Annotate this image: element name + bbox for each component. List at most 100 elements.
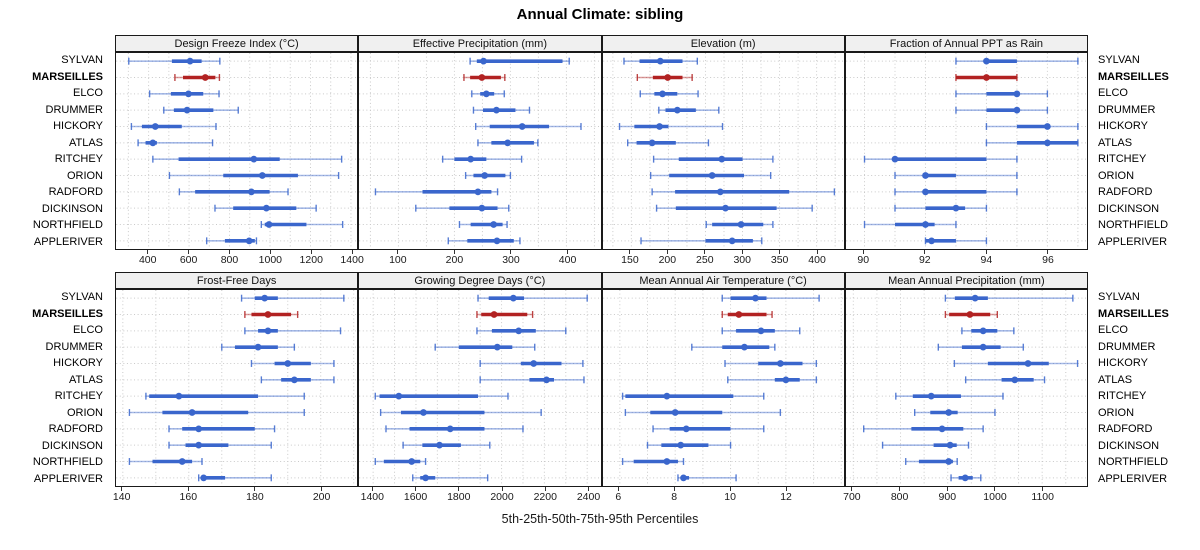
median-dot (921, 221, 929, 228)
median-dot (258, 172, 266, 179)
median-dot (673, 106, 681, 114)
median-dot (265, 221, 273, 228)
axis-tick (629, 250, 631, 254)
panel-axis-elevation-m: 150 200 250 300 350 400 (602, 250, 845, 268)
panel-svg-design-freeze-index-c (116, 53, 358, 249)
percentile-series-elco (471, 90, 506, 98)
axis-tick (588, 487, 590, 491)
panel-plot-design-freeze-index-c (115, 52, 359, 250)
percentile-series-marseilles (636, 74, 693, 81)
median-dot (504, 139, 512, 147)
percentile-series-ritchey (894, 392, 1004, 400)
percentile-series-elco (148, 90, 220, 98)
median-dot (395, 392, 403, 400)
median-dot (682, 425, 690, 433)
median-dot (676, 441, 684, 449)
panel-header-effective-precipitation-mm: Effective Precipitation (mm) (358, 35, 602, 52)
panel-svg-effective-precipitation-mm (359, 53, 601, 249)
site-label-sylvan: SYLVAN (61, 54, 103, 66)
median-dot (185, 90, 192, 98)
percentile-series-sylvan (622, 57, 698, 65)
percentile-series-dickinson (881, 441, 969, 449)
site-label-sylvan: SYLVAN (1098, 54, 1140, 66)
axis-tick (779, 250, 781, 254)
axis-tick (862, 250, 864, 254)
median-dot (757, 327, 764, 335)
percentile-series-hickory (250, 360, 335, 367)
percentile-series-ritchey (621, 392, 764, 400)
percentile-series-atlas (726, 376, 817, 384)
percentile-series-appleriver (676, 474, 737, 482)
axis-tick (704, 250, 706, 254)
site-labels-right-row0: SYLVAN MARSEILLES ELCO DRUMMER HICKORY ATLAS R… (1092, 52, 1200, 250)
percentile-series-radford (862, 425, 984, 433)
panel-svg-frost-free-days (116, 290, 358, 486)
axis-tick (397, 250, 399, 254)
percentile-series-marseilles (476, 311, 534, 318)
site-label-dickinson: DICKINSON (41, 202, 103, 215)
median-dot (248, 188, 255, 196)
site-labels-left-row1: SYLVAN MARSEILLES ELCO DRUMMER HICKORY ATLAS R… (0, 289, 109, 487)
median-dot (263, 204, 270, 212)
site-label-elco: ELCO (1098, 324, 1128, 336)
median-dot (782, 376, 789, 384)
percentile-series-appleriver (412, 474, 489, 482)
panel-axis-mean-annual-air-temperature-c: 6 8 10 12 (602, 487, 845, 505)
percentile-series-dickinson (214, 204, 317, 212)
axis-tick (458, 487, 460, 491)
percentile-series-ritchey (374, 392, 509, 400)
panel-header-growing-degree-days-c: Growing Degree Days (°C) (358, 272, 602, 289)
percentile-series-marseilles (721, 311, 773, 318)
percentiles-caption: 5th-25th-50th-75th-95th Percentiles (501, 512, 699, 526)
site-label-radford: RADFORD (1098, 186, 1153, 198)
median-dot (946, 441, 954, 449)
site-label-hickory: HICKORY (1098, 120, 1148, 132)
panel-plot-growing-degree-days-c (358, 289, 602, 487)
percentile-series-ritchey (863, 155, 1018, 163)
site-label-elco: ELCO (73, 324, 103, 336)
median-dot (921, 188, 929, 196)
median-dot (1013, 106, 1021, 114)
percentile-series-orion (894, 172, 1018, 179)
site-label-orion: ORION (66, 169, 103, 182)
median-dot (1013, 90, 1021, 98)
median-dot (436, 441, 444, 449)
percentile-series-northfield (904, 458, 958, 465)
median-dot (264, 311, 272, 318)
percentile-series-hickory (953, 360, 1079, 367)
median-dot (474, 188, 482, 196)
percentile-series-elco (955, 90, 1048, 98)
chart-title: Annual Climate: sibling (516, 6, 684, 23)
median-dot (716, 188, 724, 196)
panel-plot-frost-free-days (115, 289, 359, 487)
percentile-series-atlas (479, 376, 585, 384)
percentile-series-sylvan (944, 294, 1074, 302)
median-dot (927, 237, 935, 245)
axis-tick-label: 92 (918, 254, 931, 266)
median-dot (740, 343, 748, 351)
percentile-series-drummer (473, 106, 531, 114)
percentile-series-radford (385, 425, 524, 433)
site-label-radford: RADFORD (48, 423, 103, 435)
axis-tick-label: 2000 (490, 491, 514, 503)
site-label-marseilles: MARSEILLES (32, 70, 103, 83)
median-dot (945, 409, 952, 416)
percentile-series-drummer (657, 106, 720, 114)
site-label-atlas: ATLAS (68, 373, 103, 386)
percentile-series-orion (168, 172, 340, 179)
median-dot (971, 294, 979, 302)
site-label-appleriver: APPLERIVER (33, 235, 103, 248)
panel-svg-elevation-m (602, 53, 844, 249)
axis-tick-label: 6 (615, 491, 622, 503)
panel-title: Effective Precipitation (mm) (412, 37, 548, 50)
median-dot (422, 474, 430, 482)
median-dot (195, 441, 203, 449)
site-label-drummer: DRUMMER (45, 340, 103, 353)
axis-tick-label: 94 (980, 254, 993, 266)
axis-tick (816, 250, 818, 254)
percentile-series-sylvan (721, 294, 820, 302)
percentile-series-orion (913, 409, 996, 416)
panel-plot-effective-precipitation-mm (358, 52, 602, 250)
percentile-series-hickory (618, 123, 723, 130)
axis-tick (666, 250, 668, 254)
